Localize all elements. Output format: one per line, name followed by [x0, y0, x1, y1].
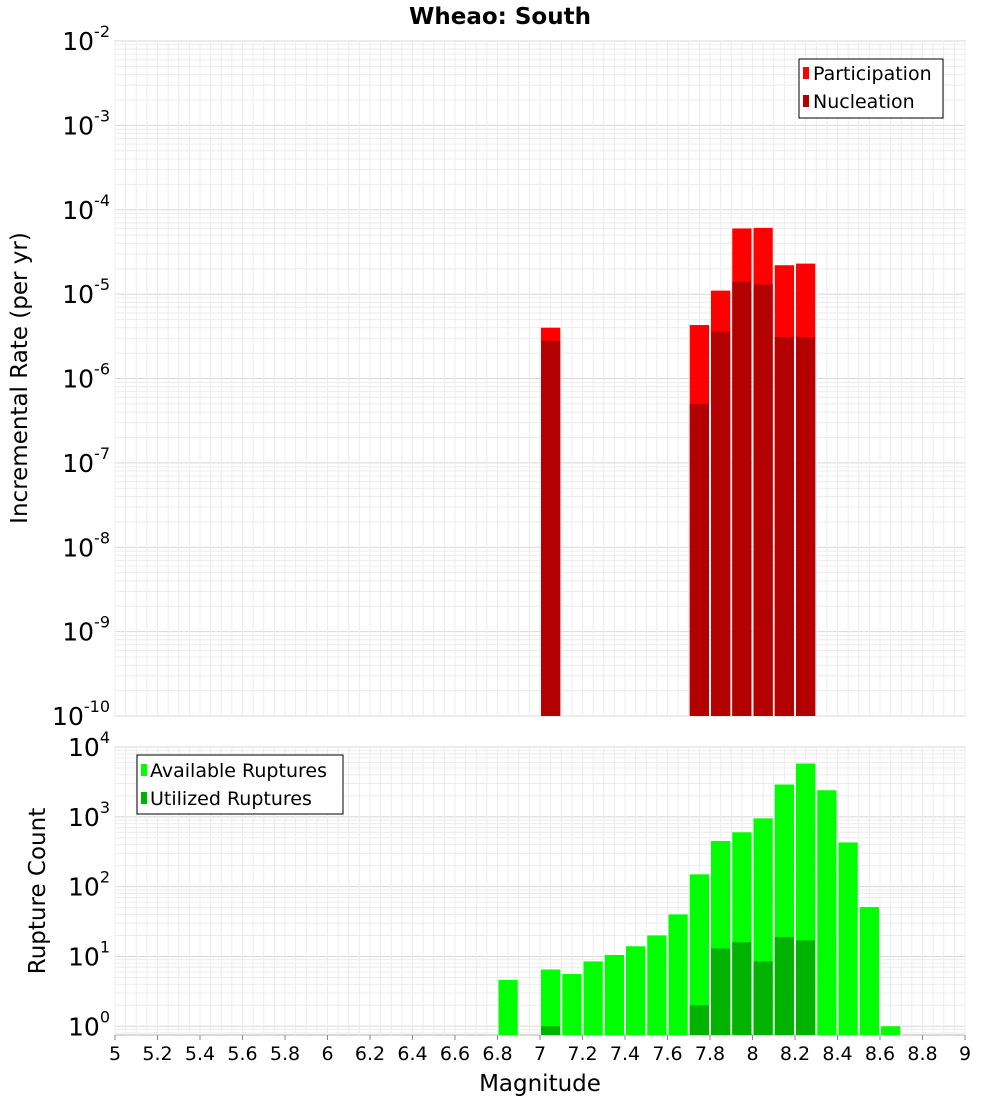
top-y-axis-label: Incremental Rate (per yr) — [7, 232, 33, 524]
x-tick-label: 6 — [321, 1043, 333, 1065]
y-tick-label: 104 — [68, 728, 110, 762]
x-tick-label: 7.2 — [567, 1043, 597, 1065]
x-tick-label: 6.4 — [397, 1043, 427, 1065]
bar-available-ruptures — [604, 954, 624, 1035]
x-tick-label: 8.4 — [822, 1043, 852, 1065]
bar-available-ruptures — [817, 790, 837, 1035]
x-tick-label: 5.2 — [142, 1043, 172, 1065]
x-tick-label: 7.4 — [610, 1043, 640, 1065]
bar-available-ruptures — [689, 874, 709, 1035]
y-tick-label: 10-7 — [62, 444, 110, 478]
bar-utilized-ruptures — [689, 1005, 709, 1035]
x-tick-label: 8 — [746, 1043, 758, 1065]
bar-nucleation — [689, 403, 709, 716]
utilized-swatch — [141, 792, 147, 804]
bar-available-ruptures — [881, 1026, 901, 1035]
top-legend-box — [798, 58, 944, 119]
bar-available-ruptures — [626, 946, 646, 1035]
x-tick-label: 7.8 — [695, 1043, 725, 1065]
y-tick-label: 10-4 — [62, 191, 110, 225]
y-tick-label: 102 — [68, 868, 110, 902]
bar-utilized-ruptures — [711, 948, 731, 1035]
legend-participation: Participation — [813, 63, 932, 85]
bottom-legend-box — [136, 754, 344, 815]
bar-available-ruptures — [668, 914, 688, 1035]
y-tick-label: 10-3 — [62, 106, 110, 140]
x-tick-label: 8.8 — [907, 1043, 937, 1065]
y-tick-label: 10-6 — [62, 360, 110, 394]
nucleation-swatch — [803, 95, 809, 107]
x-tick-label: 7 — [534, 1043, 546, 1065]
chart-title: Wheao: South — [409, 4, 591, 30]
bottom-y-axis-label: Rupture Count — [25, 808, 51, 974]
bar-nucleation — [541, 340, 561, 716]
bar-nucleation — [711, 331, 731, 716]
y-tick-label: 10-10 — [52, 697, 110, 731]
bottom-bars — [498, 763, 901, 1035]
x-tick-label: 6.6 — [440, 1043, 470, 1065]
bar-available-ruptures — [859, 907, 879, 1035]
x-tick-label: 5 — [109, 1043, 121, 1065]
bar-utilized-ruptures — [541, 1026, 561, 1035]
rupture-count-panel: 100 101 102 103 104 5 5.2 5.4 5.6 5.8 6 6.2 6.4 6.6 6… — [25, 728, 971, 1097]
bar-available-ruptures — [838, 842, 858, 1035]
bottom-y-tick-labels: 100 101 102 103 104 — [68, 728, 110, 1041]
legend-nucleation: Nucleation — [813, 91, 915, 113]
x-tick-label: 6.2 — [355, 1043, 385, 1065]
bar-available-ruptures — [498, 980, 518, 1035]
y-tick-label: 101 — [68, 937, 110, 971]
x-tick-label: 5.8 — [270, 1043, 300, 1065]
bar-nucleation — [774, 337, 794, 716]
top-y-tick-labels: 10-10 10-9 10-8 10-7 10-6 10-5 10-4 10-3 10-2 — [52, 22, 110, 731]
bar-utilized-ruptures — [753, 961, 773, 1035]
bottom-legend: Available Ruptures Utilized Ruptures — [136, 754, 344, 815]
participation-swatch — [803, 67, 809, 79]
x-tick-labels: 5 5.2 5.4 5.6 5.8 6 6.2 6.4 6.6 6.8 7 7.2 7.4 7.6 7.8 8… — [109, 1035, 971, 1065]
bar-utilized-ruptures — [774, 936, 794, 1035]
y-tick-label: 100 — [68, 1007, 110, 1041]
bar-utilized-ruptures — [732, 942, 752, 1035]
top-gridlines — [114, 40, 966, 717]
x-tick-label: 6.8 — [482, 1043, 512, 1065]
y-tick-label: 10-5 — [62, 275, 110, 309]
y-tick-label: 103 — [68, 798, 110, 832]
x-tick-label: 5.6 — [227, 1043, 257, 1065]
x-tick-label: 5.4 — [185, 1043, 215, 1065]
top-bars — [541, 227, 816, 716]
y-tick-label: 10-9 — [62, 613, 110, 647]
bar-nucleation — [732, 281, 752, 716]
bar-nucleation — [753, 284, 773, 716]
legend-utilized: Utilized Ruptures — [150, 788, 312, 810]
top-legend: Participation Nucleation — [798, 58, 944, 119]
y-tick-label: 10-8 — [62, 528, 110, 562]
bar-utilized-ruptures — [796, 940, 816, 1035]
bar-available-ruptures — [541, 969, 561, 1035]
bar-nucleation — [796, 337, 816, 716]
available-swatch — [141, 764, 147, 776]
incremental-rate-panel: 10-10 10-9 10-8 10-7 10-6 10-5 10-4 10-3 10-2 In… — [7, 22, 966, 731]
x-tick-label: 8.2 — [780, 1043, 810, 1065]
legend-available: Available Ruptures — [150, 760, 327, 782]
x-axis-label: Magnitude — [479, 1071, 601, 1097]
x-tick-label: 8.6 — [865, 1043, 895, 1065]
x-tick-label: 9 — [959, 1043, 971, 1065]
bar-available-ruptures — [647, 935, 667, 1035]
bar-available-ruptures — [562, 974, 582, 1035]
bar-available-ruptures — [583, 961, 603, 1035]
y-tick-label: 10-2 — [62, 22, 110, 56]
x-tick-label: 7.6 — [652, 1043, 682, 1065]
